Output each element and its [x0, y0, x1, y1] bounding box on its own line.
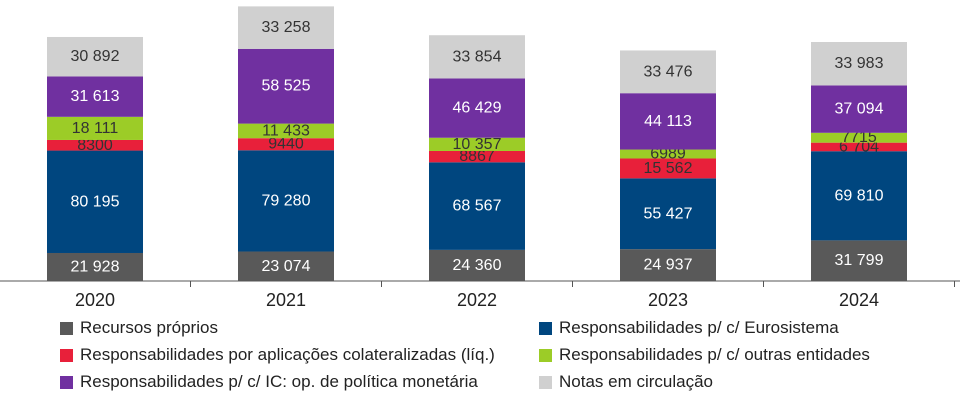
bar-segment — [620, 158, 716, 179]
bar-segment — [47, 36, 143, 77]
x-tick-label: 2023 — [648, 290, 688, 310]
data-label: 15 562 — [644, 160, 693, 177]
legend-label: Responsabilidades p/ c/ Eurosistema — [559, 318, 839, 337]
bar-segment — [620, 149, 716, 159]
legend-swatch — [60, 321, 73, 335]
legend-swatch — [539, 321, 552, 335]
bar-segment — [429, 78, 525, 138]
data-label: 58 525 — [262, 78, 311, 95]
bar-segment — [47, 150, 143, 253]
legend-item-politica-monetaria: Responsabilidades p/ c/ IC: op. de polít… — [60, 372, 478, 392]
bar-segment — [811, 85, 907, 133]
bar-segment — [238, 123, 334, 139]
bar-segment — [811, 142, 907, 152]
data-label: 31 613 — [71, 88, 120, 105]
data-label: 33 258 — [262, 19, 311, 36]
data-label: 6989 — [650, 146, 686, 163]
legend-label: Responsabilidades por aplicações colater… — [80, 345, 495, 364]
bar-segment — [238, 6, 334, 49]
legend-item-notas-circulacao: Notas em circulação — [539, 372, 713, 392]
x-tick-label: 2020 — [75, 290, 115, 310]
bar-segment — [620, 178, 716, 250]
bar-segment — [811, 240, 907, 281]
bar-segment — [811, 132, 907, 143]
bar-segment — [620, 249, 716, 281]
bar-segment — [47, 76, 143, 117]
data-label: 68 567 — [453, 198, 502, 215]
data-label: 30 892 — [71, 48, 120, 65]
bar-segment — [238, 48, 334, 124]
data-label: 55 427 — [644, 205, 693, 222]
legend-swatch — [539, 348, 552, 362]
bar-segment — [429, 137, 525, 151]
data-label: 10 357 — [453, 136, 502, 153]
bar-segment — [47, 116, 143, 140]
data-label: 21 928 — [71, 258, 120, 275]
data-label: 46 429 — [453, 100, 502, 117]
bar-segment — [620, 50, 716, 94]
data-label: 24 937 — [644, 257, 693, 274]
bar-segment — [238, 138, 334, 151]
legend-label: Responsabilidades p/ c/ IC: op. de polít… — [80, 372, 478, 391]
bar-segment — [238, 251, 334, 281]
bar-segment — [811, 42, 907, 86]
data-label: 7715 — [841, 129, 877, 146]
legend-swatch — [60, 375, 73, 389]
data-label: 9440 — [268, 136, 304, 153]
legend-item-colateralizadas: Responsabilidades por aplicações colater… — [60, 345, 495, 365]
data-label: 44 113 — [644, 113, 692, 130]
data-label: 23 074 — [262, 258, 311, 275]
data-label: 79 280 — [262, 192, 311, 209]
data-label: 69 810 — [835, 187, 884, 204]
bar-segment — [47, 252, 143, 281]
legend-item-eurosistema: Responsabilidades p/ c/ Eurosistema — [539, 318, 839, 338]
legend-item-recursos-proprios: Recursos próprios — [60, 318, 218, 338]
bar-segment — [811, 151, 907, 241]
x-axis-ticks: 2020 2021 2022 2023 2024 — [75, 281, 955, 310]
data-label: 33 476 — [644, 63, 693, 80]
data-label: 24 360 — [453, 257, 502, 274]
legend-swatch — [539, 375, 552, 389]
bar-segment — [238, 150, 334, 252]
x-tick-label: 2022 — [457, 290, 497, 310]
legend: Recursos próprios Responsabilidades p/ c… — [0, 316, 975, 401]
x-tick-label: 2024 — [839, 290, 879, 310]
bar-segment — [429, 162, 525, 250]
bar-segment — [620, 93, 716, 150]
bar-segment — [429, 35, 525, 79]
data-label: 8867 — [459, 148, 495, 165]
legend-label: Notas em circulação — [559, 372, 714, 391]
bar-segment — [429, 249, 525, 281]
legend-label: Recursos próprios — [80, 318, 218, 337]
data-label: 8300 — [77, 137, 113, 154]
data-label: 6 704 — [839, 138, 879, 155]
bar-segment — [429, 150, 525, 163]
data-label: 31 799 — [835, 252, 884, 269]
x-tick-label: 2021 — [266, 290, 306, 310]
legend-label: Responsabilidades p/ c/ outras entidades — [559, 345, 870, 364]
legend-swatch — [60, 348, 73, 362]
data-label: 11 433 — [262, 122, 310, 139]
data-label: 18 111 — [72, 120, 119, 137]
data-label: 37 094 — [835, 101, 884, 118]
data-label: 33 983 — [835, 55, 884, 72]
data-label: 80 195 — [71, 193, 120, 210]
bar-segment — [47, 139, 143, 151]
data-label: 33 854 — [453, 48, 502, 65]
legend-item-outras-entidades: Responsabilidades p/ c/ outras entidades — [539, 345, 870, 365]
